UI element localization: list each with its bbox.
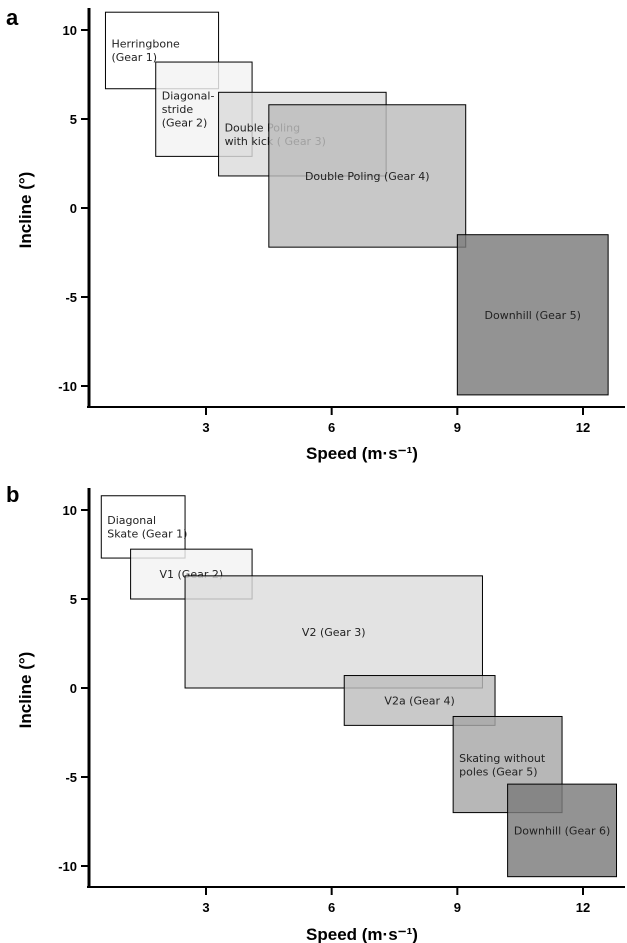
gear-label-line: poles (Gear 5) bbox=[459, 765, 537, 778]
gear-label: Downhill (Gear 5) bbox=[485, 309, 581, 322]
gear-label: Double Poling (Gear 4) bbox=[305, 170, 430, 183]
gear-label-line: (Gear 2) bbox=[162, 117, 208, 130]
panel-letter: a bbox=[6, 5, 19, 30]
y-axis-title: Incline (°) bbox=[16, 652, 35, 729]
x-tick-label: 3 bbox=[202, 420, 209, 435]
gear-label-line: stride bbox=[162, 103, 194, 116]
gear-box bbox=[100, 495, 186, 559]
gear-label: V2 (Gear 3) bbox=[302, 626, 366, 639]
y-tick-label: 5 bbox=[70, 112, 77, 127]
gear-label-line: Herringbone bbox=[111, 38, 180, 51]
gear-label-line: V2a (Gear 4) bbox=[384, 694, 454, 707]
gear-label-line: Diagonal- bbox=[162, 90, 215, 103]
gear-label: Diagonal-stride (Gear 2) bbox=[162, 90, 215, 130]
y-tick-label: 0 bbox=[70, 681, 77, 696]
gear-box bbox=[184, 575, 483, 689]
x-tick-label: 9 bbox=[454, 900, 461, 915]
x-tick-label: 6 bbox=[328, 900, 335, 915]
gear-label-line: Skate (Gear 1) bbox=[107, 528, 187, 541]
gear-label-line: Downhill (Gear 5) bbox=[485, 309, 581, 322]
x-tick-label: 12 bbox=[576, 420, 590, 435]
gear-label-line: Skating without bbox=[459, 752, 546, 765]
x-axis-title: Speed (m·s⁻¹) bbox=[306, 444, 418, 463]
gear-label-line: V2 (Gear 3) bbox=[302, 626, 366, 639]
gear-label-line: Downhill (Gear 6) bbox=[514, 824, 610, 837]
gear-box bbox=[507, 783, 618, 878]
gear-box bbox=[456, 234, 609, 396]
x-tick-label: 12 bbox=[576, 900, 590, 915]
x-tick-label: 6 bbox=[328, 420, 335, 435]
x-tick-label: 3 bbox=[202, 900, 209, 915]
y-tick-label: 5 bbox=[70, 592, 77, 607]
gear-label-line: (Gear 1) bbox=[111, 51, 157, 64]
y-tick-label: -10 bbox=[58, 859, 77, 874]
y-axis-title: Incline (°) bbox=[16, 172, 35, 249]
gear-label: Skating without poles (Gear 5) bbox=[459, 752, 546, 779]
y-tick-label: -5 bbox=[65, 770, 77, 785]
y-tick-label: -10 bbox=[58, 379, 77, 394]
panel-letter: b bbox=[6, 482, 19, 507]
gear-label: Diagonal Skate (Gear 1) bbox=[107, 514, 187, 541]
y-tick-label: 10 bbox=[63, 503, 77, 518]
gear-label: Herringbone (Gear 1) bbox=[111, 38, 180, 65]
y-tick-label: 10 bbox=[63, 23, 77, 38]
gear-label-line: Double Poling (Gear 4) bbox=[305, 170, 430, 183]
gear-label: Downhill (Gear 6) bbox=[514, 824, 610, 837]
gear-label: V2a (Gear 4) bbox=[384, 694, 454, 707]
y-tick-label: 0 bbox=[70, 201, 77, 216]
x-axis-title: Speed (m·s⁻¹) bbox=[306, 925, 418, 943]
x-tick-label: 9 bbox=[454, 420, 461, 435]
gear-label-line: Diagonal bbox=[107, 514, 156, 527]
gear-box bbox=[268, 104, 467, 248]
y-tick-label: -5 bbox=[65, 290, 77, 305]
